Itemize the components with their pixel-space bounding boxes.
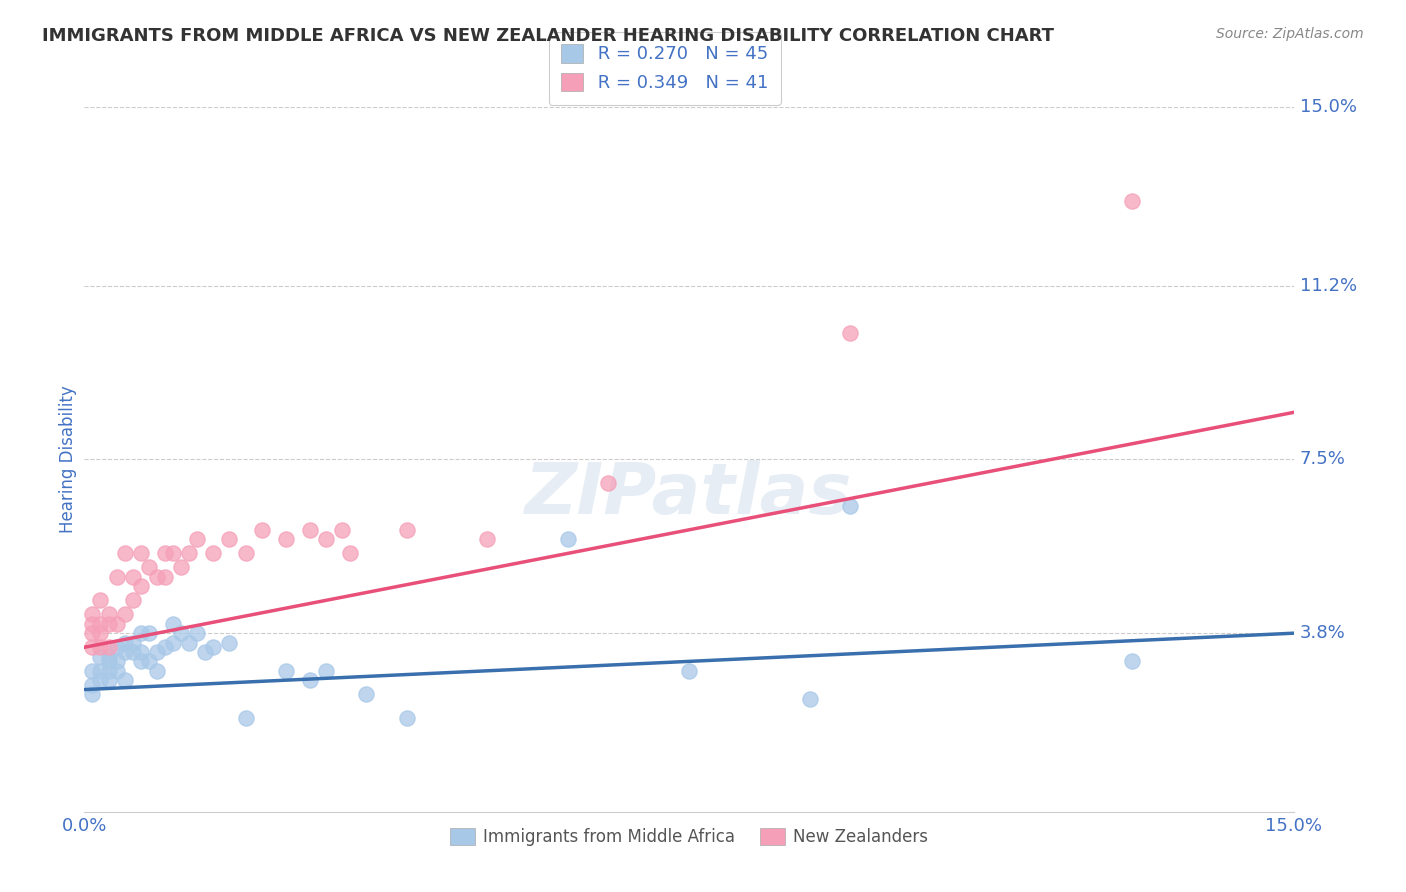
Text: ZIPatlas: ZIPatlas: [526, 460, 852, 529]
Point: [162, 635, 184, 649]
Point: [97, 616, 120, 631]
Point: [477, 533, 499, 547]
Text: 11.2%: 11.2%: [1299, 277, 1357, 294]
Text: 15.0%: 15.0%: [1299, 98, 1357, 116]
Point: [89, 640, 111, 655]
Point: [162, 546, 184, 560]
Point: [114, 673, 136, 688]
Point: [170, 626, 193, 640]
Point: [82, 626, 104, 640]
Point: [194, 645, 217, 659]
Point: [138, 560, 160, 574]
Point: [202, 640, 225, 655]
Point: [235, 546, 257, 560]
Point: [89, 626, 111, 640]
Point: [105, 616, 128, 631]
Text: IMMIGRANTS FROM MIDDLE AFRICA VS NEW ZEALANDER HEARING DISABILITY CORRELATION CH: IMMIGRANTS FROM MIDDLE AFRICA VS NEW ZEA…: [42, 27, 1054, 45]
Point: [678, 664, 700, 678]
Point: [839, 500, 862, 514]
Point: [315, 664, 337, 678]
Point: [153, 640, 176, 655]
Legend: Immigrants from Middle Africa, New Zealanders: Immigrants from Middle Africa, New Zeala…: [443, 822, 935, 853]
Point: [839, 326, 862, 340]
Point: [129, 626, 152, 640]
Point: [114, 607, 136, 622]
Point: [299, 673, 322, 688]
Point: [114, 635, 136, 649]
Point: [82, 607, 104, 622]
Point: [339, 546, 361, 560]
Point: [395, 523, 418, 537]
Point: [395, 711, 418, 725]
Point: [179, 546, 201, 560]
Point: [129, 654, 152, 668]
Point: [97, 640, 120, 655]
Point: [315, 533, 337, 547]
Point: [82, 678, 104, 692]
Point: [153, 570, 176, 584]
Point: [299, 523, 322, 537]
Point: [105, 640, 128, 655]
Point: [89, 649, 111, 664]
Point: [146, 570, 169, 584]
Point: [218, 533, 240, 547]
Point: [138, 654, 160, 668]
Point: [105, 654, 128, 668]
Point: [97, 607, 120, 622]
Point: [121, 570, 143, 584]
Point: [114, 546, 136, 560]
Point: [799, 692, 821, 706]
Point: [1121, 654, 1143, 668]
Point: [82, 687, 104, 701]
Point: [89, 673, 111, 688]
Point: [82, 616, 104, 631]
Point: [97, 649, 120, 664]
Point: [179, 635, 201, 649]
Point: [121, 593, 143, 607]
Point: [129, 546, 152, 560]
Point: [97, 664, 120, 678]
Point: [235, 711, 257, 725]
Point: [82, 664, 104, 678]
Text: 3.8%: 3.8%: [1299, 624, 1346, 642]
Point: [105, 664, 128, 678]
Point: [356, 687, 378, 701]
Point: [330, 523, 353, 537]
Text: 7.5%: 7.5%: [1299, 450, 1346, 468]
Point: [186, 626, 208, 640]
Point: [202, 546, 225, 560]
Point: [146, 645, 169, 659]
Point: [89, 664, 111, 678]
Point: [129, 579, 152, 593]
Point: [146, 664, 169, 678]
Point: [274, 533, 297, 547]
Point: [89, 593, 111, 607]
Point: [97, 654, 120, 668]
Point: [153, 546, 176, 560]
Point: [82, 640, 104, 655]
Y-axis label: Hearing Disability: Hearing Disability: [59, 385, 77, 533]
Point: [105, 570, 128, 584]
Point: [598, 475, 620, 490]
Point: [138, 626, 160, 640]
Point: [121, 635, 143, 649]
Point: [1121, 194, 1143, 208]
Point: [89, 616, 111, 631]
Point: [218, 635, 240, 649]
Point: [129, 645, 152, 659]
Point: [114, 645, 136, 659]
Text: Source: ZipAtlas.com: Source: ZipAtlas.com: [1216, 27, 1364, 41]
Point: [97, 673, 120, 688]
Point: [250, 523, 273, 537]
Point: [121, 645, 143, 659]
Point: [162, 616, 184, 631]
Point: [557, 533, 579, 547]
Point: [186, 533, 208, 547]
Point: [274, 664, 297, 678]
Point: [170, 560, 193, 574]
